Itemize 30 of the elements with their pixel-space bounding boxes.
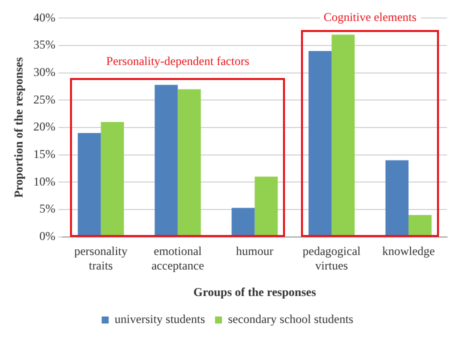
x-tick-label: pedagogical virtues (302, 244, 362, 273)
y-tick-label: 30% (33, 65, 56, 80)
y-tick-label: 5% (39, 202, 56, 216)
x-tick-label: knowledge (382, 244, 435, 258)
y-tick-label: 20% (33, 120, 56, 134)
x-tick-label: personality traits (74, 244, 128, 273)
y-tick-label: 15% (33, 146, 56, 161)
y-axis-title: Proportion of the responses (11, 56, 26, 198)
legend-label: secondary school students (228, 312, 354, 326)
annotation: Cognitive elements (320, 10, 421, 24)
annotation: Personality-dependent factors (105, 54, 250, 68)
bar (254, 176, 278, 236)
bar (178, 89, 201, 236)
bar (408, 214, 432, 236)
x-tick-label: emotional acceptance (151, 244, 204, 273)
y-tick-label: 10% (33, 174, 56, 188)
y-tick-label: 35% (33, 38, 56, 52)
bar (78, 132, 101, 236)
bar (232, 208, 255, 236)
legend-label: university students (114, 312, 206, 326)
bar (100, 122, 124, 236)
bar (154, 84, 178, 236)
bar (308, 50, 332, 236)
bar (332, 34, 355, 236)
x-axis-title: Groups of the responses (193, 284, 316, 299)
bar (385, 160, 409, 236)
x-tick-label: humour (236, 244, 274, 258)
y-tick-label: 0% (39, 228, 56, 243)
y-tick-label: 25% (33, 92, 56, 106)
y-tick-label: 40% (33, 10, 56, 24)
